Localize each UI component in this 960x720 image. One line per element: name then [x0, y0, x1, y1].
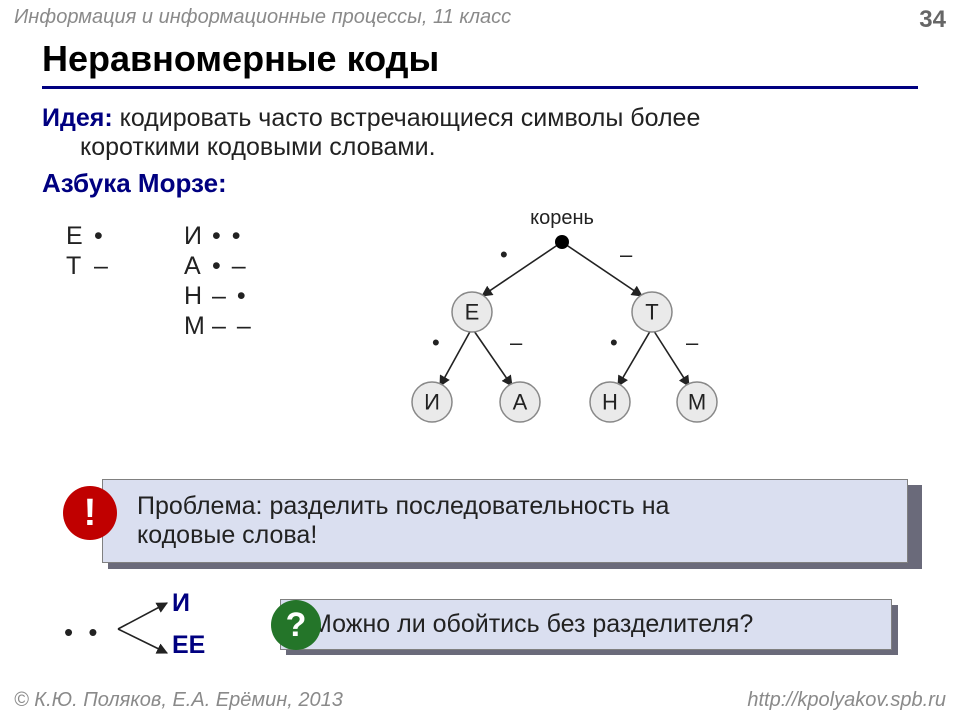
dots: • •: [64, 617, 101, 648]
letter: Н: [184, 282, 212, 311]
svg-text:И: И: [424, 390, 440, 415]
idea-label: Идея:: [42, 104, 113, 132]
question-badge: ?: [271, 600, 321, 650]
code: • •: [212, 222, 272, 251]
exclaim-badge: !: [63, 486, 117, 540]
letter: А: [184, 252, 212, 281]
svg-text:•: •: [500, 242, 508, 267]
svg-text:М: М: [688, 390, 706, 415]
callout-text-1: Проблема: разделить последовательность н…: [137, 492, 889, 521]
letter: И: [184, 222, 212, 251]
svg-text:•: •: [610, 330, 618, 355]
slide-title: Неравномерные коды: [42, 38, 918, 89]
callout2-text: Можно ли обойтись без разделителя?: [311, 610, 753, 638]
code: – –: [212, 312, 272, 341]
idea-line: Идея: кодировать часто встречающиеся сим…: [42, 104, 918, 133]
code: • –: [212, 252, 272, 281]
question-callout: ? Можно ли обойтись без разделителя?: [242, 599, 854, 650]
slide-footer: © К.Ю. Поляков, Е.А. Ерёмин, 2013 http:/…: [14, 689, 946, 712]
copyright: © К.Ю. Поляков, Е.А. Ерёмин, 2013: [14, 689, 343, 712]
idea-text-1: кодировать часто встречающиеся символы б…: [113, 104, 701, 132]
code: –: [94, 252, 154, 281]
morse-code-table: Е • И • • Т – А • – Н – •: [66, 221, 272, 341]
svg-text:Е: Е: [465, 300, 480, 325]
code: •: [94, 222, 154, 251]
letter: Е: [66, 222, 94, 251]
morse-label: Азбука Морзе:: [42, 168, 918, 199]
svg-text:корень: корень: [530, 207, 594, 229]
page-number: 34: [919, 6, 946, 34]
problem-callout: ! Проблема: разделить последовательность…: [42, 479, 918, 563]
option-2: ЕЕ: [172, 631, 205, 673]
option-1: И: [172, 589, 205, 631]
morse-tree: корень • – • – • – Е Т И А Н М: [352, 197, 772, 447]
svg-text:–: –: [620, 242, 633, 267]
callout-text-2: кодовые слова!: [137, 521, 889, 550]
letter: М: [184, 312, 212, 341]
code: – •: [212, 282, 272, 311]
svg-text:А: А: [513, 390, 528, 415]
svg-text:–: –: [686, 330, 699, 355]
slide-header: Информация и информационные процессы, 11…: [14, 6, 946, 34]
svg-text:–: –: [510, 330, 523, 355]
svg-text:•: •: [432, 330, 440, 355]
ambiguity-example: • • И ЕЕ ? Можно ли обойтись без раздели: [42, 591, 918, 671]
svg-text:Т: Т: [645, 300, 658, 325]
idea-text-2: короткими кодовыми словами.: [80, 133, 918, 162]
svg-text:Н: Н: [602, 390, 618, 415]
url: http://kpolyakov.spb.ru: [747, 689, 946, 712]
course-title: Информация и информационные процессы, 11…: [14, 6, 511, 34]
letter: Т: [66, 252, 94, 281]
